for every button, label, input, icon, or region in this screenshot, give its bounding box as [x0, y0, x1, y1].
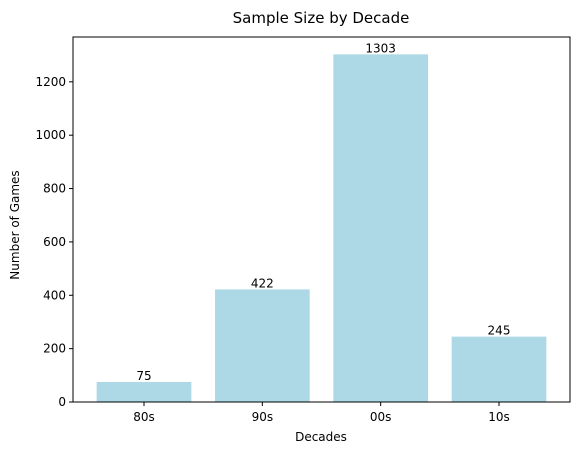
data-label-10s: 245 — [488, 324, 511, 338]
x-tick-label: 00s — [370, 410, 392, 424]
data-label-80s: 75 — [136, 369, 151, 383]
data-labels-group: 75 422 1303 245 — [136, 41, 510, 383]
x-tick-label: 80s — [133, 410, 155, 424]
bar-90s — [215, 289, 310, 402]
y-tick-label: 1200 — [35, 75, 66, 89]
y-tick-label: 600 — [43, 235, 66, 249]
data-label-00s: 1303 — [365, 41, 396, 55]
x-axis: 80s 90s 00s 10s — [133, 402, 510, 424]
chart-title: Sample Size by Decade — [233, 9, 410, 27]
data-label-90s: 422 — [251, 276, 274, 290]
bar-80s — [96, 381, 192, 402]
x-tick-label: 90s — [252, 410, 274, 424]
y-tick-label: 400 — [43, 288, 66, 302]
y-tick-label: 1000 — [35, 128, 66, 142]
y-tick-label: 800 — [43, 182, 66, 196]
y-axis: 0 200 400 600 800 1000 1200 — [35, 75, 73, 409]
x-tick-label: 10s — [488, 410, 510, 424]
bars-group — [96, 54, 547, 402]
y-tick-label: 200 — [43, 342, 66, 356]
y-tick-label: 0 — [58, 395, 66, 409]
x-axis-label: Decades — [295, 430, 347, 444]
y-axis-label: Number of Games — [8, 170, 22, 279]
bar-00s — [333, 54, 428, 402]
plot-frame — [72, 36, 571, 403]
bar-10s — [451, 336, 547, 402]
